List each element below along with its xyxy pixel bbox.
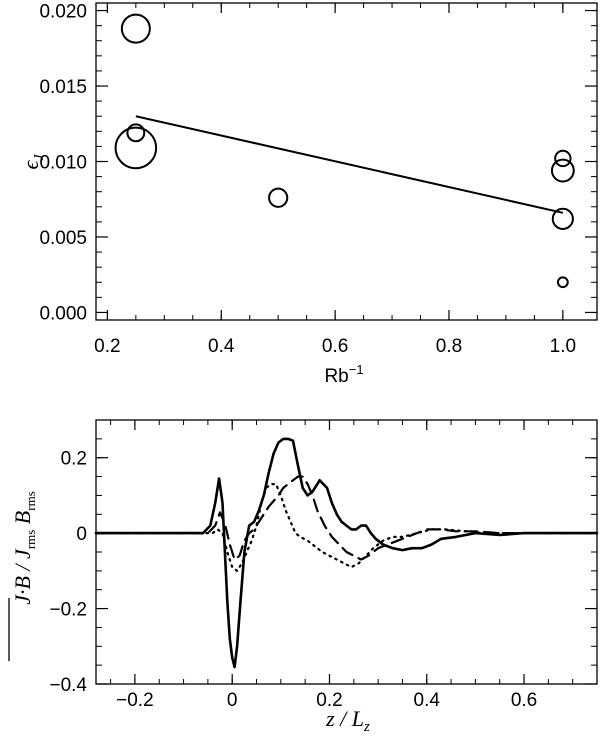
fit-line (135, 115, 564, 214)
top-y-tick-label: 0.020 (39, 2, 87, 23)
top-x-tick-label: 0.2 (94, 336, 120, 357)
bottom-x-tick-label: 0.4 (414, 690, 441, 711)
svg-text:J·B / Jrms Brms: J·B / Jrms Brms (10, 491, 38, 605)
top-y-tick-label: 0.015 (39, 77, 87, 98)
top-y-axis-label: ϵJ (18, 154, 47, 170)
top-x-tick-label: 0.6 (322, 336, 348, 357)
top-x-tick-label: 1.0 (550, 336, 576, 357)
top-x-axis-label: Rb−1 (324, 362, 363, 387)
scatter-point (126, 123, 146, 143)
scatter-point (556, 276, 569, 289)
bottom-x-tick-label: 0.6 (511, 690, 537, 711)
bottom-y-tick-label: 0.2 (61, 449, 87, 470)
bottom-x-tick-label: 0 (227, 690, 238, 711)
series-line-solid (94, 437, 599, 669)
bottom-data-marks (94, 437, 599, 669)
bottom-x-tick-label: −0.2 (116, 690, 154, 711)
bottom-x-tick-label: 0.2 (316, 690, 342, 711)
series-line-dotted (94, 483, 599, 572)
bottom-y-tick-label: −0.4 (49, 675, 87, 696)
scatter-point (268, 187, 289, 208)
bottom-y-axis-label: J·B / Jrms Brms (8, 491, 38, 661)
top-x-tick-label: 0.4 (208, 336, 235, 357)
bottom-axis-ticks: −0.2 0 0.2 0.4 0.6 −0.4 −0.2 0 0.2 (49, 419, 597, 711)
scatter-point (114, 126, 158, 170)
bottom-y-tick-label: −0.2 (49, 600, 87, 621)
top-scatter-panel: 0.2 0.4 0.6 0.8 1.0 0.000 0.005 0.010 0.015 0.020… (18, 2, 598, 387)
bottom-x-axis-label: z / Lz (325, 706, 370, 735)
series-line-dashed (94, 475, 599, 561)
top-y-tick-label: 0.005 (39, 228, 87, 249)
bottom-line-panel: −0.2 0 0.2 0.4 0.6 −0.4 −0.2 0 0.2 z / Lz J·B / … (8, 419, 599, 735)
bottom-y-tick-label: 0 (76, 524, 87, 545)
scatter-point (554, 149, 572, 168)
top-y-tick-label: 0.010 (39, 153, 87, 174)
scatter-point (551, 207, 574, 230)
scatter-point (550, 158, 575, 183)
top-y-tick-label: 0.000 (39, 303, 87, 324)
scatter-point (120, 13, 151, 44)
top-data-marks (114, 13, 575, 289)
top-x-tick-label: 0.8 (436, 336, 462, 357)
top-axis-ticks: 0.2 0.4 0.6 0.8 1.0 0.000 0.005 0.010 0.015 0.020 (39, 2, 597, 357)
top-plot-frame (95, 2, 598, 321)
